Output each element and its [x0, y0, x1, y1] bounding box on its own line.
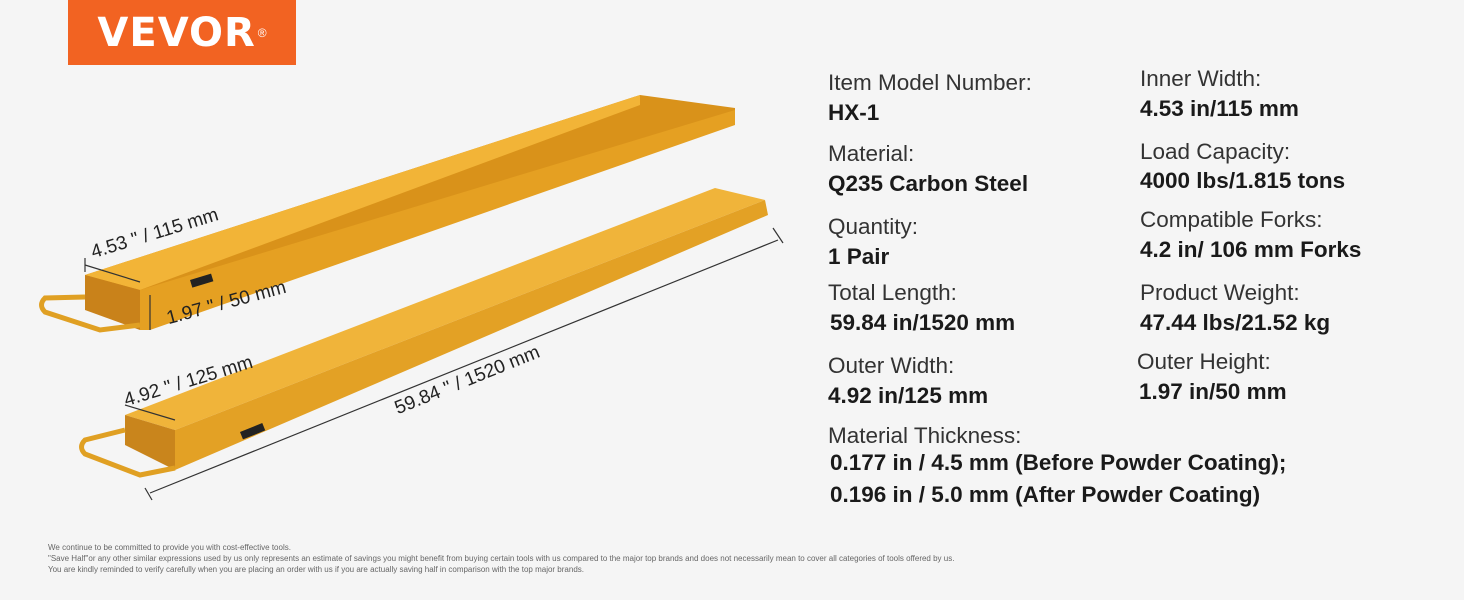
thickness-value-after: 0.196 in / 5.0 mm (After Powder Coating) [830, 482, 1261, 507]
product-weight-label: Product Weight: [1140, 280, 1300, 305]
outer-height-label: Outer Height: [1137, 349, 1271, 374]
material-label: Material: [828, 141, 915, 166]
compatible-forks-label: Compatible Forks: [1140, 207, 1323, 232]
thickness-value-before: 0.177 in / 4.5 mm (Before Powder Coating… [830, 450, 1287, 475]
load-capacity-label: Load Capacity: [1140, 139, 1291, 164]
model-value: HX-1 [828, 100, 880, 125]
fork-lower [79, 188, 768, 478]
quantity-value: 1 Pair [828, 244, 890, 269]
model-label: Item Model Number: [828, 70, 1032, 95]
inner-width-value: 4.53 in/115 mm [1140, 96, 1299, 121]
footnote-3: You are kindly reminded to verify carefu… [48, 565, 584, 574]
total-length-label: Total Length: [828, 280, 957, 305]
load-capacity-value: 4000 lbs/1.815 tons [1140, 168, 1346, 193]
quantity-label: Quantity: [828, 214, 919, 239]
inner-width-label: Inner Width: [1140, 66, 1262, 91]
outer-width-label: Outer Width: [828, 353, 955, 378]
footnote-1: We continue to be committed to provide y… [48, 543, 291, 552]
total-length-value: 59.84 in/1520 mm [830, 310, 1016, 335]
product-weight-value: 47.44 lbs/21.52 kg [1140, 310, 1331, 335]
dimension-lines [84, 227, 784, 501]
fork-upper [39, 95, 735, 333]
outer-width-value: 4.92 in/125 mm [828, 383, 989, 408]
material-value: Q235 Carbon Steel [828, 171, 1029, 196]
compatible-forks-value: 4.2 in/ 106 mm Forks [1140, 237, 1362, 262]
footnote-2: "Save Half"or any other similar expressi… [48, 554, 955, 563]
fork-extensions-illustration [39, 95, 784, 501]
outer-height-value: 1.97 in/50 mm [1139, 379, 1287, 404]
thickness-label: Material Thickness: [828, 423, 1022, 448]
vevor-logo: VEVOR ® [68, 0, 296, 65]
